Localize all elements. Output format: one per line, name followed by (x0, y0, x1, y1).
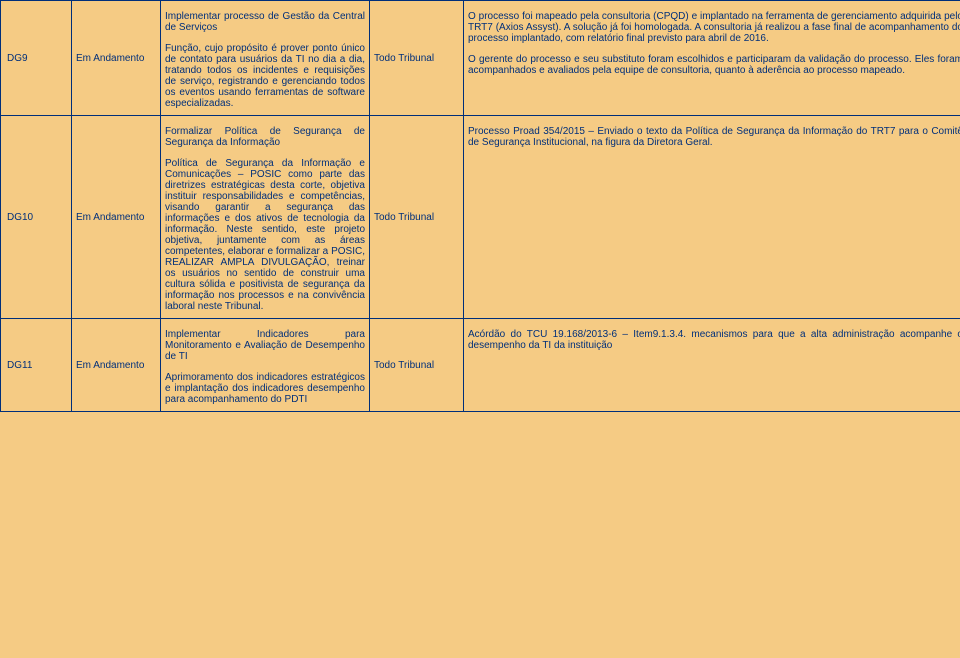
cell-description: Implementar Indicadores para Monitoramen… (161, 319, 370, 412)
result-p2: O gerente do processo e seu substituto f… (468, 54, 960, 76)
cell-description: Implementar processo de Gestão da Centra… (161, 1, 370, 116)
table-row: DG10Em AndamentoFormalizar Política de S… (1, 116, 960, 319)
cell-id: DG11 (1, 319, 72, 412)
data-table: DG9Em AndamentoImplementar processo de G… (0, 0, 960, 412)
cell-status: Em Andamento (72, 116, 161, 319)
cell-scope: Todo Tribunal (370, 1, 464, 116)
cell-result: Acórdão do TCU 19.168/2013-6 – Item9.1.3… (464, 319, 960, 412)
table-row: DG11Em AndamentoImplementar Indicadores … (1, 319, 960, 412)
desc-title: Formalizar Política de Segurança de Segu… (165, 126, 365, 148)
cell-id: DG10 (1, 116, 72, 319)
cell-description: Formalizar Política de Segurança de Segu… (161, 116, 370, 319)
result-p1: Acórdão do TCU 19.168/2013-6 – Item9.1.3… (468, 329, 960, 351)
table-row: DG9Em AndamentoImplementar processo de G… (1, 1, 960, 116)
cell-scope: Todo Tribunal (370, 116, 464, 319)
desc-title: Implementar processo de Gestão da Centra… (165, 11, 365, 33)
result-p1: Processo Proad 354/2015 – Enviado o text… (468, 126, 960, 148)
cell-status: Em Andamento (72, 319, 161, 412)
cell-status: Em Andamento (72, 1, 161, 116)
desc-body: Política de Segurança da Informação e Co… (165, 158, 365, 312)
desc-body: Aprimoramento dos indicadores estratégic… (165, 372, 365, 405)
desc-body: Função, cujo propósito é prover ponto ún… (165, 43, 365, 109)
desc-title: Implementar Indicadores para Monitoramen… (165, 329, 365, 362)
result-p1: O processo foi mapeado pela consultoria … (468, 11, 960, 44)
cell-id: DG9 (1, 1, 72, 116)
cell-scope: Todo Tribunal (370, 319, 464, 412)
cell-result: O processo foi mapeado pela consultoria … (464, 1, 960, 116)
cell-result: Processo Proad 354/2015 – Enviado o text… (464, 116, 960, 319)
